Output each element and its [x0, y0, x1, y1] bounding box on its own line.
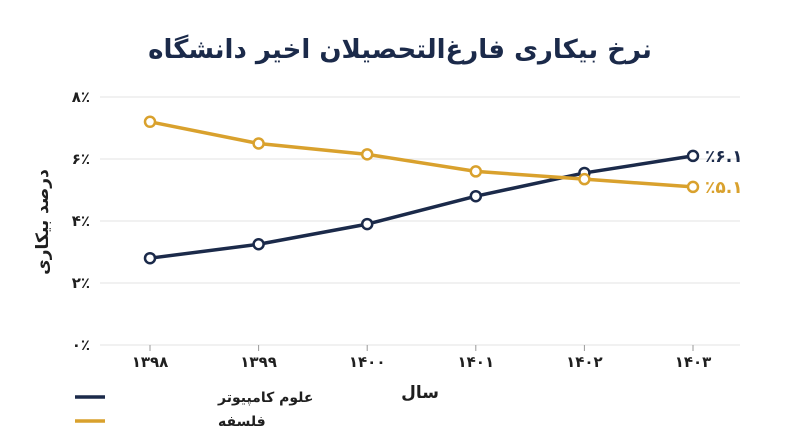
x-axis-ticks: ۱۳۹۸ ۱۳۹۹ ۱۴۰۰ ۱۴۰۱ ۱۴۰۲ ۱۴۰۳ — [132, 345, 712, 371]
series-1: ٪۵.۱ — [143, 115, 743, 198]
series-line — [149, 120, 694, 189]
chart-title: نرخ بیکاری فارغ‌التحصیلان اخیر دانشگاه — [148, 34, 652, 65]
x-tick-label: ۱۴۰۲ — [566, 353, 603, 371]
data-point — [469, 189, 483, 203]
data-point — [686, 180, 700, 194]
data-point — [252, 238, 265, 251]
series-0: ٪۶.۱ — [143, 147, 743, 265]
x-axis-label: سال — [401, 383, 439, 403]
end-value-label: ٪۶.۱ — [705, 147, 743, 167]
y-tick-label: ۶٪ — [72, 150, 90, 168]
x-tick-label: ۱۴۰۰ — [349, 353, 386, 371]
data-point — [143, 251, 157, 265]
legend: علوم کامپیوتر فلسفه — [75, 390, 313, 430]
y-tick-label: ۲٪ — [72, 274, 90, 292]
data-point — [360, 217, 374, 231]
legend-label: فلسفه — [218, 414, 266, 430]
y-tick-label: ۴٪ — [72, 212, 90, 230]
legend-label: علوم کامپیوتر — [217, 390, 313, 406]
data-point — [686, 149, 700, 163]
x-tick-label: ۱۴۰۱ — [457, 353, 494, 371]
y-axis-label: درصد بیکاری — [33, 169, 53, 275]
data-point — [252, 137, 265, 150]
legend-item: علوم کامپیوتر — [75, 390, 313, 406]
gridlines — [100, 96, 740, 346]
x-tick-label: ۱۳۹۸ — [132, 353, 169, 371]
end-value-label: ٪۵.۱ — [705, 178, 743, 198]
x-tick-label: ۱۴۰۳ — [675, 353, 712, 371]
y-axis-ticks: ۰٪ ۲٪ ۴٪ ۶٪ ۸٪ — [72, 88, 90, 354]
y-tick-label: ۸٪ — [72, 88, 90, 106]
x-tick-label: ۱۳۹۹ — [240, 353, 277, 371]
y-tick-label: ۰٪ — [72, 336, 90, 354]
data-point — [360, 148, 374, 161]
data-point — [143, 115, 157, 129]
data-point — [469, 165, 483, 178]
series-lines: ٪۶.۱ ٪۵.۱ — [143, 115, 743, 265]
series-line — [149, 154, 694, 260]
data-point — [578, 172, 591, 186]
legend-item: فلسفه — [75, 414, 266, 430]
